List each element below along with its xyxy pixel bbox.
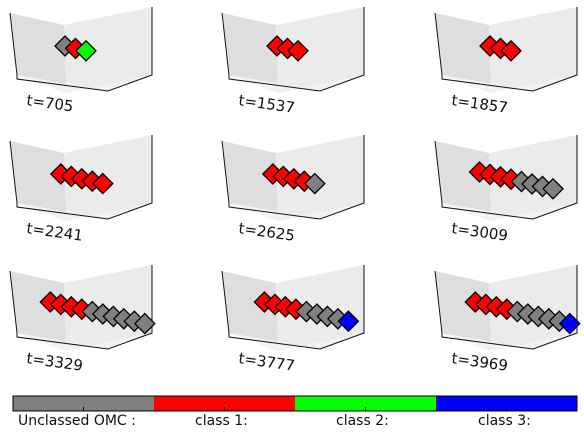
marker-unclassified (303, 172, 326, 195)
left-pane (10, 141, 66, 221)
marker-class1 (500, 39, 522, 62)
panel-time-label: t=3777 (237, 349, 296, 375)
legend-label-class1: class 1: (195, 413, 248, 429)
floor-pane (17, 333, 152, 351)
legend-label-class3: class 3: (478, 413, 531, 429)
left-pane (10, 271, 66, 351)
left-pane (222, 141, 278, 221)
back-pane (64, 7, 152, 93)
colorbar-segment-unclassified (13, 396, 154, 411)
marker-unclassified (542, 177, 564, 200)
marker-class1 (287, 39, 309, 62)
floor-pane (229, 203, 364, 221)
legend-label-unclassified: Unclassed OMC : (18, 413, 136, 429)
panel-9: t=3969 (434, 265, 581, 375)
axis-line-left (434, 12, 443, 76)
panel-time-label: t=1537 (237, 91, 296, 117)
floor-pane (442, 203, 577, 221)
panel-time-label: t=3329 (25, 349, 84, 375)
panel-time-label: t=1857 (450, 91, 509, 117)
axis-lines (16, 265, 153, 350)
floor-pane (229, 75, 364, 93)
axis-line-left (9, 140, 18, 204)
colorbar-segment-class3 (436, 396, 577, 411)
axis-line-left (434, 140, 443, 204)
panel-6: t=3009 (434, 135, 578, 245)
axis-line-left (9, 270, 18, 334)
back-pane (64, 265, 152, 351)
axis-line-left (9, 12, 18, 76)
axis-line-left (434, 270, 443, 334)
panel-time-label: t=3009 (450, 219, 509, 245)
left-pane (222, 13, 278, 93)
panel-4: t=2241 (9, 135, 153, 245)
axis-lines (441, 265, 578, 350)
axis-line-left (221, 140, 230, 204)
panel-time-label: t=705 (25, 91, 74, 115)
colorbar-border (12, 395, 578, 412)
axis-line-left (221, 12, 230, 76)
panel-2: t=1537 (221, 7, 365, 117)
marker-class3 (337, 310, 360, 333)
left-pane (435, 13, 491, 93)
panel-5: t=2625 (221, 135, 365, 245)
panel-grid: t=705 t=1537 t=1857 t=2241 t=2625 t=3009 t=332… (9, 7, 581, 375)
floor-pane (442, 75, 577, 93)
back-pane (489, 265, 577, 351)
axis-lines (441, 135, 578, 220)
marker-class2 (75, 39, 97, 62)
left-pane (435, 271, 491, 351)
panel-8: t=3777 (221, 265, 365, 375)
marker-unclassified (133, 312, 156, 335)
panel-1: t=705 (9, 7, 153, 116)
left-pane (435, 141, 491, 221)
back-pane (276, 7, 364, 93)
marker-class3 (558, 312, 581, 335)
axis-lines (228, 135, 365, 220)
axis-lines (441, 7, 578, 92)
colorbar (12, 395, 578, 412)
axis-lines (228, 265, 365, 350)
left-pane (10, 13, 66, 93)
axis-lines (228, 7, 365, 92)
legend-label-class2: class 2: (336, 413, 389, 429)
panel-7: t=3329 (9, 265, 156, 375)
marker-class1 (91, 172, 114, 195)
axis-line-left (221, 270, 230, 334)
axis-lines (16, 135, 153, 220)
panel-time-label: t=2241 (25, 219, 84, 245)
colorbar-segment-class1 (154, 396, 295, 411)
floor-pane (442, 333, 577, 351)
axis-lines (16, 7, 153, 92)
back-pane (489, 7, 577, 93)
left-pane (222, 271, 278, 351)
panel-time-label: t=3969 (450, 349, 509, 375)
floor-pane (229, 333, 364, 351)
colorbar-segment-class2 (295, 396, 436, 411)
floor-pane (17, 203, 152, 221)
floor-pane (17, 75, 152, 93)
panel-time-label: t=2625 (237, 219, 296, 245)
panel-3: t=1857 (434, 7, 578, 117)
